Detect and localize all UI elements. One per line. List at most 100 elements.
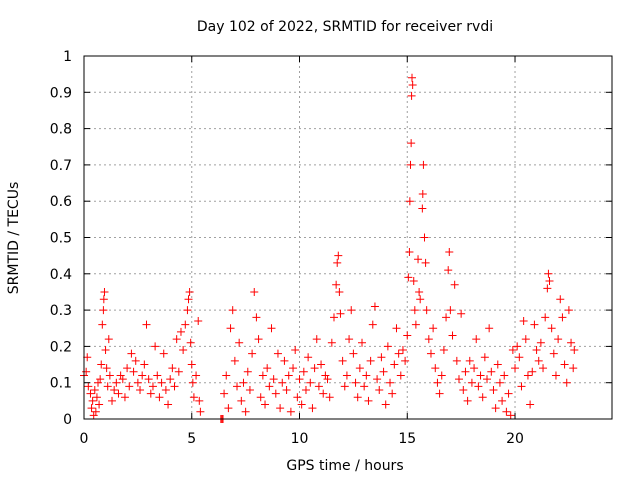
data-point: [100, 287, 109, 296]
data-point: [153, 371, 162, 380]
data-point: [388, 389, 397, 398]
y-tick-label: 0: [63, 412, 72, 428]
data-point: [429, 324, 438, 333]
data-point: [485, 324, 494, 333]
data-point: [498, 396, 507, 405]
data-point: [554, 335, 563, 344]
data-point: [99, 306, 108, 315]
data-point: [245, 385, 254, 394]
data-point: [293, 393, 302, 402]
data-point: [103, 382, 112, 391]
data-point: [306, 378, 315, 387]
data-point: [276, 404, 285, 413]
data-point: [345, 335, 354, 344]
data-point: [480, 353, 489, 362]
data-point: [284, 371, 293, 380]
data-point: [108, 396, 117, 405]
data-point: [448, 331, 457, 340]
data-point: [166, 375, 175, 384]
data-point: [258, 371, 267, 380]
data-point: [418, 204, 427, 213]
data-point: [88, 396, 97, 405]
data-point: [332, 280, 341, 289]
data-point: [233, 382, 242, 391]
data-point: [335, 287, 344, 296]
data-point: [104, 335, 113, 344]
data-point: [401, 356, 410, 365]
y-tick-label: 0.5: [50, 231, 72, 247]
data-point: [142, 320, 151, 329]
data-point: [312, 335, 321, 344]
data-point: [250, 287, 259, 296]
data-point: [84, 382, 93, 391]
data-points: [80, 73, 579, 423]
data-point: [472, 335, 481, 344]
data-point: [404, 273, 413, 282]
y-tick-label: 0.7: [50, 158, 72, 174]
data-point: [562, 378, 571, 387]
data-point: [487, 367, 496, 376]
data-point: [551, 371, 560, 380]
data-point: [112, 378, 121, 387]
data-point: [511, 364, 520, 373]
y-tick-label: 0.3: [50, 303, 72, 319]
data-point: [474, 382, 483, 391]
data-point: [304, 353, 313, 362]
data-point: [338, 356, 347, 365]
data-point: [319, 389, 328, 398]
data-point: [114, 389, 123, 398]
data-point: [394, 349, 403, 358]
data-point: [408, 73, 417, 82]
data-point: [465, 356, 474, 365]
data-point: [186, 338, 195, 347]
data-point: [94, 378, 103, 387]
data-point: [517, 382, 526, 391]
data-point: [355, 364, 364, 373]
data-point: [364, 396, 373, 405]
data-point: [164, 400, 173, 409]
axis-ticks: 00.10.20.30.40.50.60.70.80.910 5 10 15 20: [50, 49, 612, 447]
data-point: [195, 396, 204, 405]
data-point: [96, 375, 105, 384]
data-point: [220, 389, 229, 398]
data-point: [301, 385, 310, 394]
data-point: [543, 284, 552, 293]
data-point: [334, 251, 343, 260]
data-point: [450, 280, 459, 289]
data-point: [519, 316, 528, 325]
data-point: [547, 324, 556, 333]
data-point: [110, 385, 119, 394]
x-tick-label: 10: [291, 431, 309, 447]
x-tick-label: 15: [398, 431, 416, 447]
data-point: [392, 324, 401, 333]
data-point: [237, 396, 246, 405]
data-point: [102, 364, 111, 373]
data-point: [403, 331, 412, 340]
data-point: [420, 233, 429, 242]
data-point: [368, 320, 377, 329]
data-point: [273, 349, 282, 358]
data-point: [549, 349, 558, 358]
data-point: [442, 313, 451, 322]
data-point: [408, 81, 417, 90]
data-point: [416, 295, 425, 304]
data-point: [406, 160, 415, 169]
data-point: [379, 367, 388, 376]
y-tick-label: 0.4: [50, 267, 72, 283]
data-point: [194, 316, 203, 325]
data-point: [97, 360, 106, 369]
data-point: [267, 324, 276, 333]
data-point: [478, 393, 487, 402]
data-point: [133, 378, 142, 387]
data-point: [118, 375, 127, 384]
y-tick-label: 0.2: [50, 339, 72, 355]
data-point: [526, 400, 535, 409]
y-tick-label: 0.8: [50, 122, 72, 138]
data-point: [539, 364, 548, 373]
data-point: [252, 313, 261, 322]
data-point: [299, 367, 308, 376]
data-point: [168, 364, 177, 373]
data-point: [421, 258, 430, 267]
data-point: [155, 393, 164, 402]
